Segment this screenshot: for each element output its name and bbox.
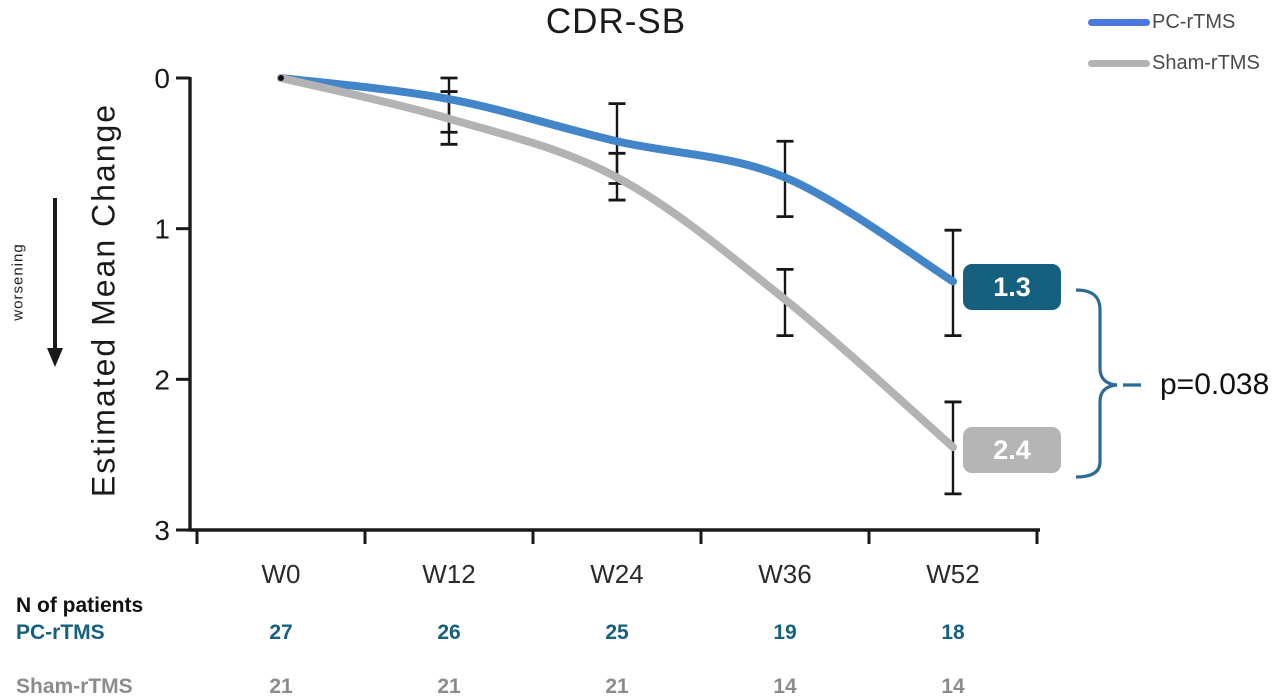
baseline-point: [278, 75, 284, 81]
sham-rtms-line: [277, 74, 957, 452]
row-label: PC-rTMS: [16, 621, 105, 644]
y-tick-label: 0: [154, 63, 170, 94]
worsening-arrow-head: [47, 348, 63, 367]
legend-label: Sham-rTMS: [1152, 51, 1260, 74]
y-axis-label: Estimated Mean Change: [85, 102, 122, 498]
n-patients-value: 19: [773, 621, 797, 644]
n-patients-value: 21: [437, 675, 461, 698]
chart-title: CDR-SB: [545, 2, 687, 41]
x-tick-label: W36: [758, 559, 811, 589]
p-value-label: p=0.038: [1160, 368, 1270, 401]
n-patients-value: 21: [269, 675, 293, 698]
x-tick-label: W24: [590, 559, 643, 589]
pc-rtms-end-value-badge: 1.3: [963, 264, 1061, 310]
comparison-brace: [1075, 288, 1118, 479]
n-patients-value: 14: [773, 675, 797, 698]
y-tick-label: 1: [154, 214, 170, 245]
row-label: Sham-rTMS: [16, 675, 133, 698]
worsening-label: worsening: [9, 243, 27, 321]
legend-label: PC-rTMS: [1152, 10, 1236, 33]
x-tick-label: W0: [262, 559, 301, 589]
y-tick-label: 2: [154, 364, 170, 395]
n-patients-row-sham-rtms: Sham-rTMS 21 21 21 14 14: [0, 675, 1280, 700]
pc-rtms-line-swatch: [1088, 18, 1150, 26]
n-patients-value: 18: [941, 621, 965, 644]
x-tick-label: W52: [926, 559, 979, 589]
n-of-patients-header: N of patients: [16, 594, 144, 617]
n-patients-value: 14: [941, 675, 965, 698]
legend-item-pc-rtms: PC-rTMS: [1088, 10, 1260, 34]
pc-rtms-line: [277, 74, 957, 286]
axis: [188, 77, 1040, 532]
legend: PC-rTMS Sham-rTMS: [1088, 10, 1260, 92]
x-tick-label: W12: [422, 559, 475, 589]
n-patients-value: 25: [605, 621, 629, 644]
n-patients-value: 26: [437, 621, 461, 644]
legend-item-sham-rtms: Sham-rTMS: [1088, 51, 1260, 75]
sham-rtms-line-swatch: [1088, 59, 1150, 67]
n-patients-value: 21: [605, 675, 629, 698]
n-patients-value: 27: [269, 621, 293, 644]
y-tick-label: 3: [154, 515, 170, 546]
sham-rtms-end-value-badge: 2.4: [963, 427, 1061, 473]
n-patients-row-pc-rtms: PC-rTMS 27 26 25 19 18: [0, 621, 1280, 647]
